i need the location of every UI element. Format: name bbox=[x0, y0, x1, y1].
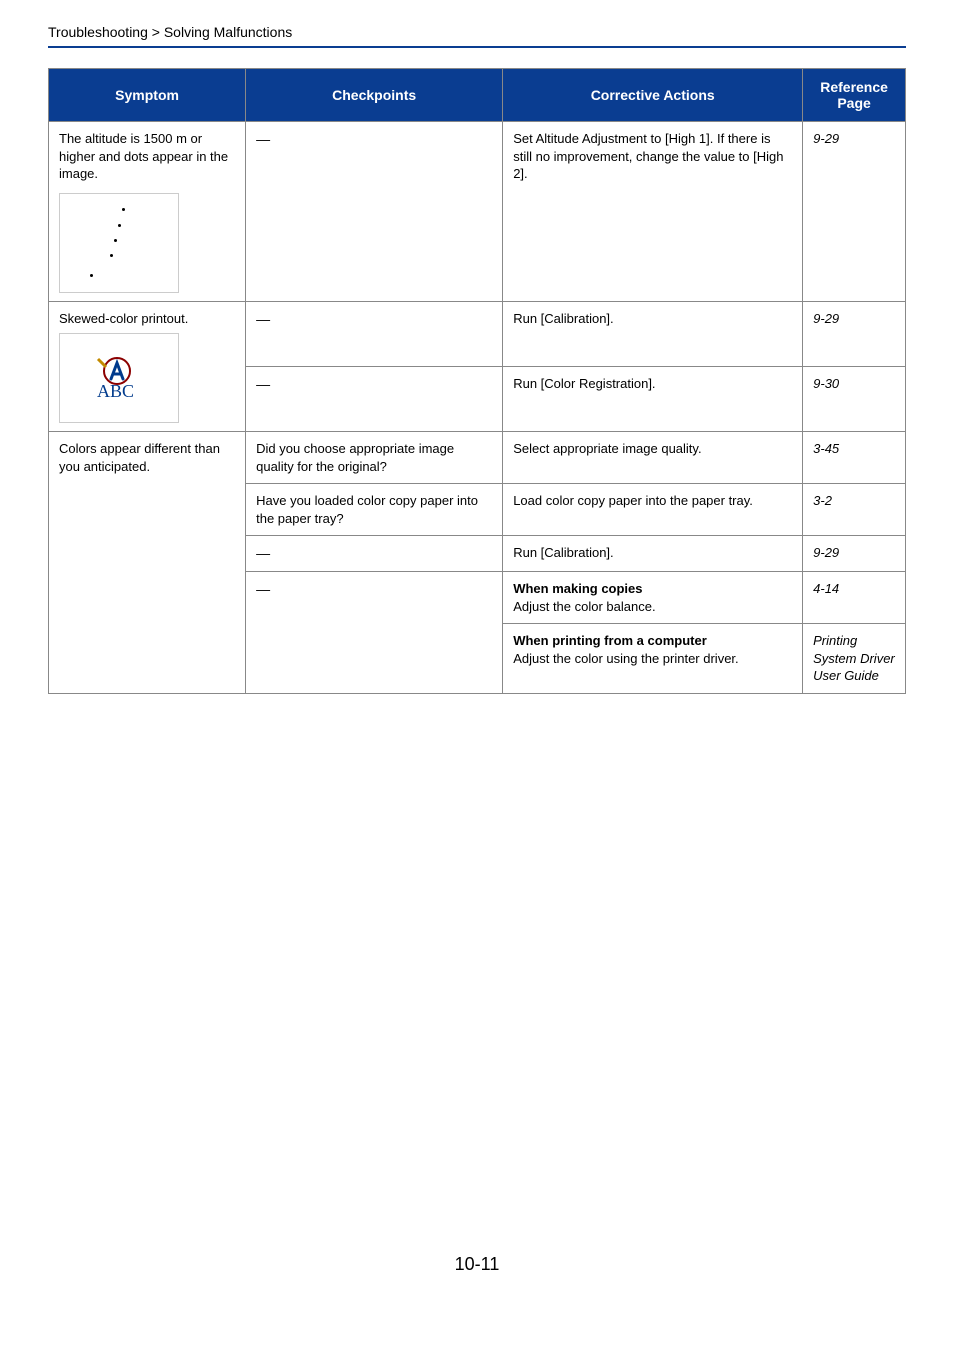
action-cell: Run [Calibration]. bbox=[503, 536, 803, 572]
header-rule bbox=[48, 46, 906, 48]
checkpoint-cell: — bbox=[246, 366, 503, 431]
checkpoint-cell: — bbox=[246, 301, 503, 366]
header-checkpoints: Checkpoints bbox=[246, 69, 503, 122]
table-row: Colors appear different than you anticip… bbox=[49, 432, 906, 484]
action-cell: Load color copy paper into the paper tra… bbox=[503, 484, 803, 536]
reference-cell: 9-29 bbox=[803, 301, 906, 366]
action-bold: When making copies bbox=[513, 581, 642, 596]
reference-cell: 3-2 bbox=[803, 484, 906, 536]
dash-text: — bbox=[256, 311, 270, 327]
table-header-row: Symptom Checkpoints Corrective Actions R… bbox=[49, 69, 906, 122]
checkpoint-cell: — bbox=[246, 536, 503, 572]
reference-cell: 3-45 bbox=[803, 432, 906, 484]
dash-text: — bbox=[256, 131, 270, 147]
reference-cell: 4-14 bbox=[803, 572, 906, 624]
symptom-text: Skewed-color printout. bbox=[59, 311, 188, 326]
symptom-cell-altitude: The altitude is 1500 m or higher and dot… bbox=[49, 122, 246, 302]
action-cell: Select appropriate image quality. bbox=[503, 432, 803, 484]
symptom-cell-colors: Colors appear different than you anticip… bbox=[49, 432, 246, 694]
svg-text:ABC: ABC bbox=[97, 381, 134, 401]
header-reference: Reference Page bbox=[803, 69, 906, 122]
table-row: Skewed-color printout. ABC — Run [Calibr… bbox=[49, 301, 906, 366]
page-container: Troubleshooting > Solving Malfunctions S… bbox=[0, 0, 954, 1315]
skewed-abc-icon: ABC bbox=[59, 333, 179, 423]
page-number: 10-11 bbox=[48, 1254, 906, 1275]
checkpoint-cell: — bbox=[246, 122, 503, 302]
header-actions: Corrective Actions bbox=[503, 69, 803, 122]
action-bold: When printing from a computer bbox=[513, 633, 707, 648]
reference-cell: Printing System Driver User Guide bbox=[803, 624, 906, 694]
header-symptom: Symptom bbox=[49, 69, 246, 122]
magnifier-abc-icon: ABC bbox=[89, 355, 149, 401]
checkpoint-cell: — bbox=[246, 572, 503, 694]
action-rest: Adjust the color using the printer drive… bbox=[513, 651, 738, 666]
action-cell: When making copies Adjust the color bala… bbox=[503, 572, 803, 624]
checkpoint-cell: Did you choose appropriate image quality… bbox=[246, 432, 503, 484]
dash-text: — bbox=[256, 376, 270, 392]
breadcrumb: Troubleshooting > Solving Malfunctions bbox=[48, 24, 906, 40]
action-cell: Set Altitude Adjustment to [High 1]. If … bbox=[503, 122, 803, 302]
reference-cell: 9-29 bbox=[803, 536, 906, 572]
table-row: The altitude is 1500 m or higher and dot… bbox=[49, 122, 906, 302]
symptom-cell-skewed: Skewed-color printout. ABC bbox=[49, 301, 246, 432]
action-rest: Adjust the color balance. bbox=[513, 599, 655, 614]
action-cell: When printing from a computer Adjust the… bbox=[503, 624, 803, 694]
dots-image-icon bbox=[59, 193, 179, 293]
troubleshooting-table: Symptom Checkpoints Corrective Actions R… bbox=[48, 68, 906, 694]
reference-cell: 9-29 bbox=[803, 122, 906, 302]
action-cell: Run [Color Registration]. bbox=[503, 366, 803, 431]
dash-text: — bbox=[256, 581, 270, 597]
reference-cell: 9-30 bbox=[803, 366, 906, 431]
action-cell: Run [Calibration]. bbox=[503, 301, 803, 366]
dash-text: — bbox=[256, 545, 270, 561]
checkpoint-cell: Have you loaded color copy paper into th… bbox=[246, 484, 503, 536]
symptom-text: The altitude is 1500 m or higher and dot… bbox=[59, 131, 228, 181]
